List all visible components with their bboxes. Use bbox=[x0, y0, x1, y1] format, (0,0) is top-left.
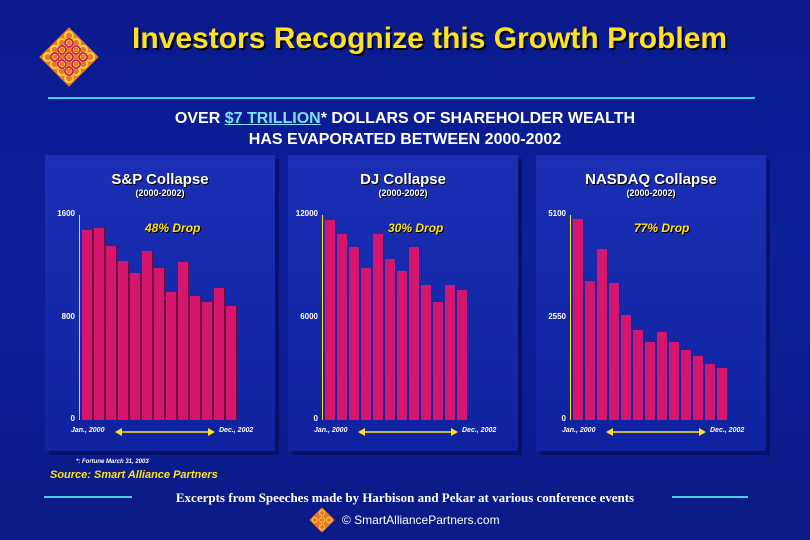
bar bbox=[130, 272, 141, 420]
chart-title: NASDAQ Collapse bbox=[585, 171, 717, 188]
bar bbox=[573, 219, 584, 420]
y-tick-label: 0 bbox=[70, 414, 75, 423]
bar bbox=[597, 249, 608, 420]
y-tick-label: 800 bbox=[61, 311, 75, 321]
chart-annotation: 30% Drop bbox=[388, 221, 444, 235]
chart-annotation: 48% Drop bbox=[145, 221, 201, 235]
bar bbox=[94, 227, 105, 420]
chart-subtitle: (2000-2002) bbox=[378, 188, 428, 198]
dj-collapse-chart: DJ Collapse (2000-2002) 30% Drop 12000 60… bbox=[288, 155, 518, 451]
x-start-label: Jan., 2000 bbox=[71, 427, 105, 434]
bar bbox=[190, 295, 201, 420]
bar bbox=[621, 315, 632, 420]
bar bbox=[385, 259, 396, 420]
bar bbox=[82, 230, 93, 420]
bar bbox=[154, 267, 165, 420]
x-start-label: Jan., 2000 bbox=[562, 427, 596, 434]
bar bbox=[397, 271, 408, 420]
bar bbox=[337, 233, 348, 420]
bar bbox=[705, 363, 716, 420]
source-note: Source: Smart Alliance Partners bbox=[50, 469, 218, 481]
copyright-link[interactable]: © SmartAlliancePartners.com bbox=[342, 513, 500, 527]
excerpts-caption: Excerpts from Speeches made by Harbison … bbox=[175, 490, 635, 505]
bar bbox=[202, 302, 213, 420]
subhead-pre: OVER bbox=[174, 110, 225, 127]
double-arrow-icon bbox=[358, 428, 458, 436]
y-axis bbox=[79, 215, 80, 420]
bar bbox=[226, 305, 237, 420]
chart-title: S&P Collapse bbox=[111, 171, 209, 188]
y-tick-label: 5100 bbox=[548, 209, 566, 218]
footer-rule-right bbox=[672, 496, 748, 498]
bar bbox=[657, 331, 668, 420]
y-tick-label: 2550 bbox=[548, 311, 566, 321]
bar bbox=[409, 247, 420, 420]
y-tick-label: 0 bbox=[561, 414, 566, 423]
nasdaq-collapse-chart: NASDAQ Collapse (2000-2002) 77% Drop 510… bbox=[536, 155, 766, 451]
y-tick-label: 6000 bbox=[300, 311, 318, 321]
bar bbox=[166, 291, 177, 420]
subhead-line2: HAS EVAPORATED BETWEEN 2000-2002 bbox=[248, 131, 562, 148]
subhead-post: * DOLLARS OF SHAREHOLDER WEALTH bbox=[320, 110, 636, 127]
diamond-lattice-logo-icon bbox=[39, 27, 99, 87]
y-axis bbox=[570, 215, 571, 420]
bar bbox=[681, 349, 692, 420]
bar bbox=[142, 250, 153, 420]
bar bbox=[118, 261, 129, 420]
subheading: OVER $7 TRILLION* DOLLARS OF SHAREHOLDER… bbox=[0, 108, 810, 150]
bar bbox=[445, 285, 456, 420]
bar bbox=[373, 233, 384, 420]
bar bbox=[433, 302, 444, 420]
chart-subtitle: (2000-2002) bbox=[135, 188, 185, 198]
sp-collapse-chart: S&P Collapse (2000-2002) 48% Drop 1600 80… bbox=[45, 155, 275, 451]
title-divider bbox=[48, 97, 755, 99]
bar bbox=[585, 281, 596, 420]
bar bbox=[609, 283, 620, 420]
bar bbox=[106, 245, 117, 420]
diamond-lattice-logo-small-icon bbox=[309, 507, 335, 533]
chart-subtitle: (2000-2002) bbox=[626, 188, 676, 198]
chart-annotation: 77% Drop bbox=[634, 221, 690, 235]
chart-title: DJ Collapse bbox=[360, 171, 446, 188]
double-arrow-icon bbox=[606, 428, 706, 436]
slide-title: Investors Recognize this Growth Problem bbox=[132, 22, 728, 55]
bar bbox=[325, 220, 336, 420]
x-end-label: Dec., 2002 bbox=[219, 427, 254, 434]
bar bbox=[645, 341, 656, 420]
bar bbox=[214, 288, 225, 420]
x-start-label: Jan., 2000 bbox=[314, 427, 348, 434]
y-axis bbox=[322, 215, 323, 420]
bar bbox=[633, 329, 644, 420]
bar bbox=[669, 341, 680, 420]
y-tick-label: 1600 bbox=[57, 209, 75, 218]
bar bbox=[457, 290, 468, 420]
bar bbox=[717, 367, 728, 420]
subhead-highlight-link[interactable]: $7 TRILLION bbox=[224, 110, 321, 127]
bar bbox=[421, 285, 432, 420]
footnote: *: Fortune March 31, 2003 bbox=[76, 459, 149, 465]
double-arrow-icon bbox=[115, 428, 215, 436]
bar bbox=[178, 262, 189, 420]
y-tick-label: 0 bbox=[313, 414, 318, 423]
bar bbox=[349, 247, 360, 420]
x-end-label: Dec., 2002 bbox=[462, 427, 497, 434]
bar bbox=[693, 355, 704, 420]
y-tick-label: 12000 bbox=[295, 209, 318, 218]
bar bbox=[361, 267, 372, 420]
footer-rule-left bbox=[44, 496, 132, 498]
x-end-label: Dec., 2002 bbox=[710, 427, 745, 434]
